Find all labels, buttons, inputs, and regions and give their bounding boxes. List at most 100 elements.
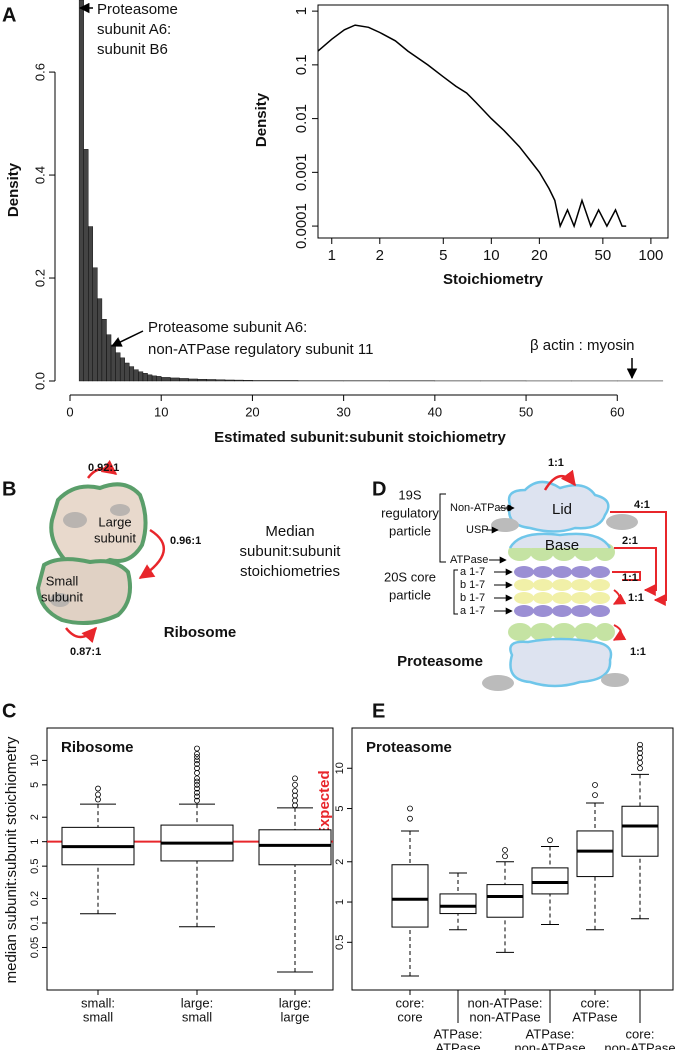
group-label: particle bbox=[389, 523, 431, 538]
bar bbox=[124, 362, 130, 382]
y-tick-label: 0.5 bbox=[29, 859, 41, 874]
ribosome-diagram: 0.92:1 0.96:1 0.87:1 Large subunit Small… bbox=[35, 459, 341, 658]
outlier bbox=[292, 802, 298, 809]
x-tick-label: ATPase: bbox=[434, 1026, 483, 1041]
x-tick-label: non-ATPase bbox=[514, 1040, 585, 1050]
x-tick-label: small: bbox=[81, 995, 115, 1010]
y-tick-label: 0.6 bbox=[32, 63, 47, 81]
bar bbox=[161, 377, 171, 382]
y-tick-label: 10 bbox=[29, 754, 41, 766]
subunit-label: subunit bbox=[41, 589, 83, 604]
y-axis-title: Density bbox=[253, 92, 270, 147]
y-tick-label: 0.05 bbox=[29, 937, 41, 958]
y-tick-label: 0.1 bbox=[293, 54, 310, 75]
bar bbox=[138, 371, 144, 382]
y-tick-label: 0.0 bbox=[32, 372, 47, 390]
outlier bbox=[637, 759, 643, 766]
y-tick-label: 5 bbox=[29, 782, 41, 788]
bar bbox=[92, 267, 98, 382]
outlier bbox=[502, 847, 508, 853]
ring-label: b 1-7 bbox=[460, 592, 485, 604]
y-axis-title: median subunit:subunit stoichiometry bbox=[3, 736, 20, 983]
x-tick-label: 5 bbox=[439, 247, 447, 264]
outlier bbox=[95, 785, 101, 792]
proteasome-diagram: 1:1 4:1 2:1 1:1 1:1 1:1 Lid Base 19S reg… bbox=[381, 457, 667, 691]
x-tick-label: 20 bbox=[531, 247, 548, 264]
outlier bbox=[292, 775, 298, 782]
outlier bbox=[194, 778, 200, 785]
outlier bbox=[95, 796, 101, 803]
annotation: Proteasome bbox=[97, 1, 178, 18]
annotation: non-ATPase regulatory subunit 11 bbox=[148, 341, 373, 358]
y-tick-label: 1 bbox=[29, 839, 41, 845]
bar bbox=[106, 334, 112, 382]
y-tick-label: 0.001 bbox=[293, 154, 310, 192]
x-tick-label: non-ATPase: bbox=[468, 995, 543, 1010]
caption: stoichiometries bbox=[240, 563, 340, 580]
y-tick-label: 0.01 bbox=[293, 104, 310, 133]
annotation: Proteasome subunit A6: bbox=[148, 319, 307, 336]
outlier bbox=[407, 805, 413, 812]
x-tick-label: large bbox=[281, 1009, 310, 1024]
bar bbox=[252, 380, 299, 382]
y-tick-label: 0.2 bbox=[32, 269, 47, 287]
x-tick-label: 50 bbox=[595, 247, 612, 264]
x-axis-title: Stoichiometry bbox=[443, 271, 544, 288]
ring-label: b 1-7 bbox=[460, 579, 485, 591]
x-tick-label: 100 bbox=[638, 247, 663, 264]
x-tick-label: 40 bbox=[428, 404, 442, 419]
bar bbox=[197, 378, 208, 382]
group-label: regulatory bbox=[381, 505, 439, 520]
panel-label: A bbox=[2, 4, 16, 26]
outlier bbox=[194, 745, 200, 752]
outlier bbox=[292, 781, 298, 788]
subunit-label: Small bbox=[46, 573, 79, 588]
x-tick-label: 60 bbox=[610, 404, 624, 419]
y-tick-label: 0.5 bbox=[334, 935, 346, 950]
x-tick-label: 1 bbox=[328, 247, 336, 264]
bar bbox=[156, 376, 162, 382]
panel-label: D bbox=[372, 478, 386, 500]
caption: Median bbox=[265, 523, 314, 540]
subunit-label: Large bbox=[98, 514, 131, 529]
reference-label: Expected bbox=[316, 770, 333, 837]
y-tick-label: 2 bbox=[29, 814, 41, 820]
base-label: Base bbox=[545, 537, 579, 554]
bar bbox=[233, 379, 244, 382]
ratio-label: 2:1 bbox=[622, 535, 638, 547]
box bbox=[576, 830, 614, 878]
outlier bbox=[592, 792, 598, 799]
outlier bbox=[637, 750, 643, 756]
x-tick-label: large: bbox=[181, 995, 214, 1010]
outlier bbox=[194, 754, 200, 760]
outlier bbox=[292, 788, 298, 794]
panel-label: E bbox=[372, 700, 385, 722]
x-tick-label: core bbox=[397, 1009, 422, 1024]
plot-frame bbox=[351, 727, 674, 991]
ring-label: a 1-7 bbox=[460, 605, 485, 617]
lid-label: Lid bbox=[552, 501, 572, 518]
subunit-label: subunit bbox=[94, 530, 136, 545]
plot-title: Proteasome bbox=[366, 739, 452, 756]
y-tick-label: 0.4 bbox=[32, 166, 47, 184]
outlier bbox=[194, 781, 200, 788]
bar bbox=[115, 352, 121, 382]
bar bbox=[83, 149, 89, 382]
outlier bbox=[292, 797, 298, 804]
outlier bbox=[95, 791, 101, 798]
x-tick-label: large: bbox=[279, 995, 312, 1010]
plot-frame bbox=[46, 727, 334, 991]
bar bbox=[78, 0, 84, 382]
outlier bbox=[194, 775, 200, 782]
outlier bbox=[194, 761, 200, 767]
outlier bbox=[637, 765, 643, 772]
outlier bbox=[637, 745, 643, 752]
x-tick-label: 30 bbox=[336, 404, 350, 419]
group-label: 19S bbox=[398, 487, 421, 502]
ratio-label: 1:1 bbox=[630, 646, 646, 658]
x-tick-label: ATPase bbox=[435, 1040, 480, 1050]
outlier bbox=[194, 765, 200, 772]
ring-label: a 1-7 bbox=[460, 566, 485, 578]
inset-frame bbox=[317, 4, 669, 239]
y-tick-label: 0.1 bbox=[29, 915, 41, 930]
